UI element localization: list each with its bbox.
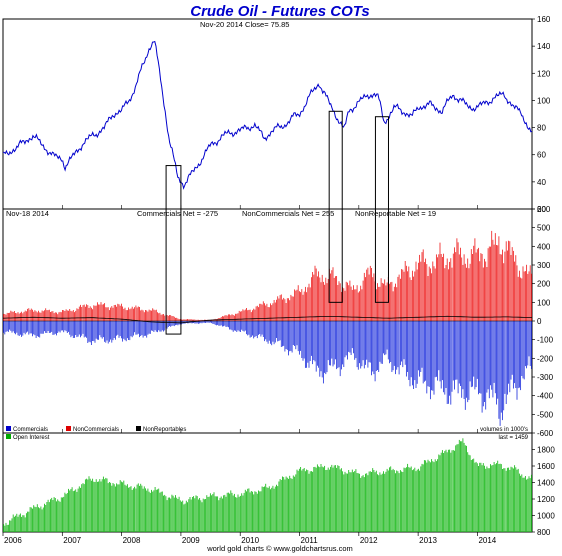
chart-title: Crude Oil - Futures COTs (190, 3, 369, 20)
nonreportables-line (2, 315, 532, 324)
oi-y-tick-label: 1600 (537, 462, 555, 471)
price-y-tick-label: 80 (537, 124, 546, 133)
price-y-tick-label: 60 (537, 151, 546, 160)
cot-y-tick-label: -500 (537, 410, 554, 419)
price-line (2, 40, 533, 190)
legend-open-interest-swatch (6, 434, 11, 439)
cot-y-tick-label: 500 (537, 224, 551, 233)
cot-date-label: Nov-18 2014 (6, 209, 49, 218)
x-tick-label: 2014 (478, 536, 496, 545)
price-y-tick-label: 40 (537, 178, 546, 187)
open-interest-bars-group (3, 438, 532, 532)
volumes-unit-label: volumes in 1000's (480, 427, 528, 433)
cot-y-tick-label: 0 (537, 317, 542, 326)
price-y-tick-label: 100 (537, 96, 551, 105)
cot-y-tick-label: 100 (537, 298, 551, 307)
x-tick-label: 2008 (123, 536, 141, 545)
highlight-box (165, 165, 182, 335)
legend-noncommercials-swatch (66, 426, 71, 431)
cot-y-tick-label: 400 (537, 242, 551, 251)
price-annotation: Nov-20 2014 Close= 75.85 (200, 20, 289, 29)
cot-y-tick-label: 600 (537, 205, 551, 214)
axes-group: 20 40 60 80 100 120 140 160 -600 -500 -400 -300 -200… (2, 15, 555, 545)
highlight-box (374, 116, 389, 303)
cot-y-tick-label: -300 (537, 373, 554, 382)
price-y-tick-label: 140 (537, 42, 551, 51)
x-tick-label: 2011 (301, 536, 319, 545)
legend-commercials-swatch (6, 426, 11, 431)
cot-y-tick-label: -200 (537, 354, 554, 363)
cot-y-tick-label: 300 (537, 261, 551, 270)
oi-y-tick-label: 1000 (537, 512, 555, 521)
oi-y-tick-label: 1200 (537, 495, 555, 504)
oi-y-tick-label: 1400 (537, 479, 555, 488)
x-tick-label: 2007 (63, 536, 81, 545)
open-interest-last-label: last = 1459 (498, 435, 528, 441)
cot-y-tick-label: -600 (537, 429, 554, 438)
x-tick-label: 2009 (182, 536, 200, 545)
legend-noncommercials-label: NonCommercials (73, 427, 119, 433)
price-y-tick-label: 120 (537, 69, 551, 78)
cot-y-tick-label: -100 (537, 336, 554, 345)
x-tick-label: 2006 (4, 536, 22, 545)
x-tick-label: 2010 (241, 536, 259, 545)
legend-open-interest-label: Open Interest (13, 435, 50, 441)
noncommercials-net-label: NonCommercials Net = 255 (242, 209, 334, 218)
x-tick-label: 2013 (419, 536, 437, 545)
x-tick-label: 2012 (360, 536, 378, 545)
oi-y-tick-label: 800 (537, 528, 551, 537)
commercials-net-label: Commercials Net = -275 (137, 209, 218, 218)
legend-nonreportables-swatch (136, 426, 141, 431)
price-series-group (2, 40, 533, 190)
cot-y-tick-label: 200 (537, 280, 551, 289)
legend-commercials-label: Commercials (13, 427, 48, 433)
legend-nonreportables-label: NonReportables (143, 427, 186, 433)
price-y-tick-label: 160 (537, 15, 551, 24)
chart-footer: world gold charts © www.goldchartsrus.co… (206, 544, 353, 553)
oi-y-tick-label: 1800 (537, 446, 555, 455)
cot-y-tick-label: -400 (537, 392, 554, 401)
nonreportable-net-label: NonReportable Net = 19 (355, 209, 436, 218)
price-y-tick-label: 20 (537, 205, 546, 214)
highlight-boxes-group (165, 110, 389, 335)
highlight-box (328, 110, 343, 303)
